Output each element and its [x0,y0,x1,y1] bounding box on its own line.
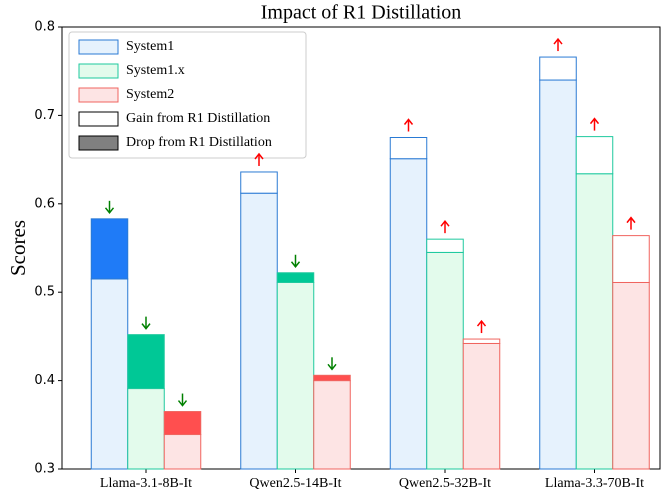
bar-base [276,281,315,470]
drop-segment [163,411,202,436]
drop-segment [276,272,315,283]
gain-arrow [254,152,264,166]
y-tick-label: 0.7 [34,108,55,123]
gain-arrow [626,216,636,230]
gain-arrow [440,219,450,234]
bar-base [163,434,202,470]
gain-segment [575,136,614,175]
y-tick-label: 0.8 [34,20,55,35]
bar-base [90,278,129,470]
arrow-head [104,207,115,215]
bar-base [240,192,278,470]
drop-arrow [104,200,115,215]
legend-swatch [78,39,119,55]
drop-segment [90,218,129,280]
x-tick-label: Qwen2.5-14B-It [249,476,341,491]
x-tick-label: Llama-3.1-8B-It [100,476,192,491]
bar-base [575,173,614,470]
drop-segment [313,374,351,382]
gain-segment [389,137,428,160]
gain-segment [240,171,278,194]
y-tick-label: 0.3 [34,462,55,477]
legend-swatch [78,63,119,79]
legend-label: System1 [126,39,174,54]
y-axis-label: Scores [6,220,30,276]
bar-base [313,380,351,470]
bar-base [612,281,650,470]
chart-title: Impact of R1 Distillation [261,2,462,24]
arrow-head [141,323,151,330]
gain-arrow [403,118,414,132]
gain-arrow [553,37,563,52]
drop-segment [127,334,165,390]
x-tick-label: Llama-3.3-70B-It [545,476,644,491]
drop-arrow [327,357,337,371]
gain-arrow [589,117,600,131]
legend-swatch [78,111,119,127]
arrow-head [290,261,301,268]
gain-segment [426,238,464,253]
legend-box [68,31,307,159]
y-tick-label: 0.5 [34,285,55,300]
gain-arrow [476,319,487,334]
legend-label: System1.x [126,63,185,78]
arrow-head [403,118,414,125]
arrow-head [476,319,487,327]
bar-base [389,158,428,470]
arrow-head [553,37,563,45]
legend-swatch [78,87,119,103]
legend-swatch [78,135,119,151]
gain-segment [462,338,501,344]
drop-arrow [290,254,301,268]
drop-arrow [177,393,188,407]
plot-frame [61,26,661,470]
x-tick-label: Qwen2.5-32B-It [399,476,491,491]
y-tick-label: 0.4 [34,373,55,388]
gain-segment [539,56,577,81]
legend-label: Gain from R1 Distillation [126,111,270,126]
arrow-head [440,219,450,227]
legend-label: System2 [126,87,174,102]
arrow-head [177,400,188,407]
y-tick-label: 0.6 [34,196,55,211]
bar-base [539,79,577,470]
arrow-head [626,216,636,224]
gain-segment [612,235,650,283]
legend: System1 System1.x System2 Gain from R1 Dist… [68,31,307,159]
arrow-head [589,117,600,125]
drop-arrow [141,316,151,330]
bar-base [462,342,501,470]
arrow-head [254,152,264,160]
bar-base [426,251,464,470]
arrow-head [327,363,337,371]
legend-label: Drop from R1 Distillation [126,135,272,150]
bar-base [127,388,165,470]
